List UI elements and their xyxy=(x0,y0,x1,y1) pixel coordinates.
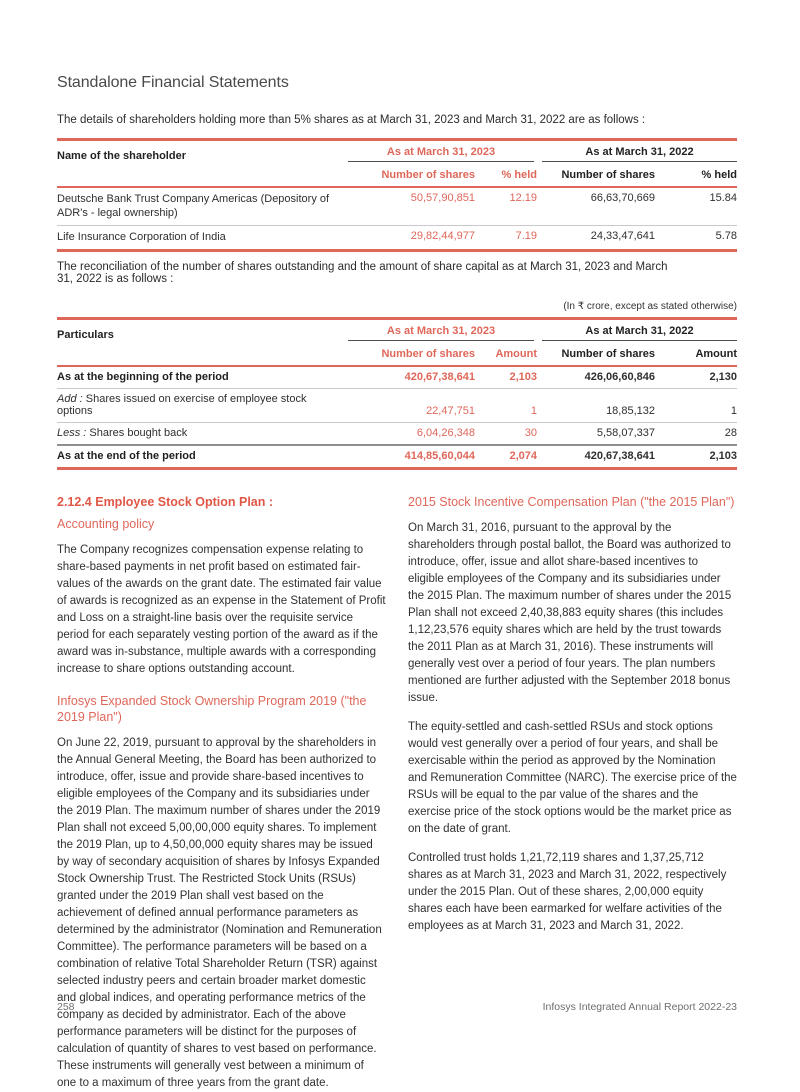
shares-2022-cell: 426,06,60,846 xyxy=(584,371,655,383)
pct-held-2023-cell: 12.19 xyxy=(509,192,537,204)
row-label: Shares bought back xyxy=(86,427,188,439)
shares-2022-cell: 24,33,47,641 xyxy=(590,230,655,242)
amount-2022-cell: 2,103 xyxy=(709,450,737,462)
left-column: 2.12.4 Employee Stock Option Plan : Acco… xyxy=(57,494,386,1092)
amount-2023-cell: 2,103 xyxy=(509,371,537,383)
subheading-2015-plan: 2015 Stock Incentive Compensation Plan (… xyxy=(408,495,735,509)
section-heading-2-12-4: 2.12.4 Employee Stock Option Plan : xyxy=(57,495,274,509)
shareholder-name-cell: Deutsche Bank Trust Company Americas (De… xyxy=(57,193,330,219)
right-column: 2015 Stock Incentive Compensation Plan (… xyxy=(408,494,737,1092)
amount-2022-cell: 28 xyxy=(724,427,737,439)
paragraph-2015-plan: On March 31, 2016, pursuant to the appro… xyxy=(408,522,732,704)
table-row: Life Insurance Corporation of India 29,8… xyxy=(57,225,737,249)
footer-page-number: 258 xyxy=(57,1001,75,1013)
subheader-number-of-shares-2022: Number of shares xyxy=(561,348,655,360)
group-header-2023: As at March 31, 2023 xyxy=(348,146,534,162)
subheader-amount-2023: Amount xyxy=(495,348,537,360)
shares-2023-cell: 6,04,26,348 xyxy=(416,427,475,439)
row-prefix-italic: Add : xyxy=(57,393,83,405)
pct-held-2023-cell: 7.19 xyxy=(515,230,537,242)
column-header-particulars: Particulars xyxy=(57,329,114,341)
shares-2023-cell: 22,47,751 xyxy=(426,405,475,417)
page-content: Standalone Financial Statements The deta… xyxy=(57,0,737,1092)
table-row: Less : Shares bought back 6,04,26,348 30… xyxy=(57,422,737,444)
subheader-number-of-shares-2023: Number of shares xyxy=(381,348,475,360)
pct-held-2022-cell: 5.78 xyxy=(715,230,737,242)
shareholder-name-cell: Life Insurance Corporation of India xyxy=(57,231,226,243)
table-row: Deutsche Bank Trust Company Americas (De… xyxy=(57,188,737,225)
shareholders-table: Name of the shareholder As at March 31, … xyxy=(57,138,737,252)
group-header-2022: As at March 31, 2022 xyxy=(542,325,737,341)
amount-2023-cell: 2,074 xyxy=(509,450,537,462)
shares-2023-cell: 50,57,90,851 xyxy=(410,192,475,204)
subheader-amount-2022: Amount xyxy=(695,348,737,360)
shares-2022-cell: 66,63,70,669 xyxy=(590,192,655,204)
pct-held-2022-cell: 15.84 xyxy=(709,192,737,204)
unit-note: (In ₹ crore, except as stated otherwise) xyxy=(563,301,737,312)
reconciliation-table-subheader-row: Number of shares Amount Number of shares… xyxy=(57,344,737,367)
subheading-accounting-policy: Accounting policy xyxy=(57,517,155,531)
particulars-cell: Less : Shares bought back xyxy=(57,427,348,439)
amount-2023-cell: 30 xyxy=(524,427,537,439)
shares-2023-cell: 29,82,44,977 xyxy=(410,230,475,242)
shares-2022-cell: 420,67,38,641 xyxy=(584,450,655,462)
group-header-2022: As at March 31, 2022 xyxy=(542,146,737,162)
paragraph-accounting-policy: The Company recognizes compensation expe… xyxy=(57,544,386,675)
paragraph-controlled-trust: Controlled trust holds 1,21,72,119 share… xyxy=(408,852,727,932)
particulars-cell: Add : Shares issued on exercise of emplo… xyxy=(57,393,348,417)
paragraph-rsu-vesting: The equity-settled and cash-settled RSUs… xyxy=(408,721,737,835)
shares-2023-cell: 420,67,38,641 xyxy=(404,371,475,383)
shares-2022-cell: 18,85,132 xyxy=(606,405,655,417)
reconciliation-intro-text: The reconciliation of the number of shar… xyxy=(57,261,668,285)
table-row: As at the beginning of the period 420,67… xyxy=(57,367,737,388)
reconciliation-table: Particulars As at March 31, 2023 As at M… xyxy=(57,317,737,470)
amount-2023-cell: 1 xyxy=(530,405,537,417)
subheader-number-of-shares-2023: Number of shares xyxy=(381,169,475,181)
shareholders-intro-text: The details of shareholders holding more… xyxy=(57,114,646,126)
group-header-2023: As at March 31, 2023 xyxy=(348,325,534,341)
shares-2023-cell: 414,85,60,044 xyxy=(404,450,475,462)
table-row: As at the end of the period 414,85,60,04… xyxy=(57,444,737,467)
two-column-section: 2.12.4 Employee Stock Option Plan : Acco… xyxy=(57,494,737,1092)
row-prefix-italic: Less : xyxy=(57,427,87,439)
subheading-2019-plan: Infosys Expanded Stock Ownership Program… xyxy=(57,694,367,724)
particulars-cell: As at the beginning of the period xyxy=(57,371,229,383)
subheader-pct-held-2023: % held xyxy=(501,169,537,181)
section-title: Standalone Financial Statements xyxy=(57,74,289,91)
page-footer: 258 Infosys Integrated Annual Report 202… xyxy=(57,1001,737,1013)
shareholders-table-group-header-row: Name of the shareholder As at March 31, … xyxy=(57,141,737,165)
row-label: Shares issued on exercise of employee st… xyxy=(57,393,307,417)
shares-2022-cell: 5,58,07,337 xyxy=(596,427,655,439)
table-row: Add : Shares issued on exercise of emplo… xyxy=(57,388,737,422)
amount-2022-cell: 2,130 xyxy=(709,371,737,383)
footer-report-title: Infosys Integrated Annual Report 2022-23 xyxy=(542,1001,737,1013)
paragraph-2019-plan: On June 22, 2019, pursuant to approval b… xyxy=(57,737,382,1089)
amount-2022-cell: 1 xyxy=(730,405,737,417)
particulars-cell: As at the end of the period xyxy=(57,450,196,462)
subheader-pct-held-2022: % held xyxy=(701,169,737,181)
column-header-name-of-shareholder: Name of the shareholder xyxy=(57,150,186,162)
shareholders-table-subheader-row: Number of shares % held Number of shares… xyxy=(57,165,737,188)
subheader-number-of-shares-2022: Number of shares xyxy=(561,169,655,181)
reconciliation-table-group-header-row: Particulars As at March 31, 2023 As at M… xyxy=(57,320,737,344)
